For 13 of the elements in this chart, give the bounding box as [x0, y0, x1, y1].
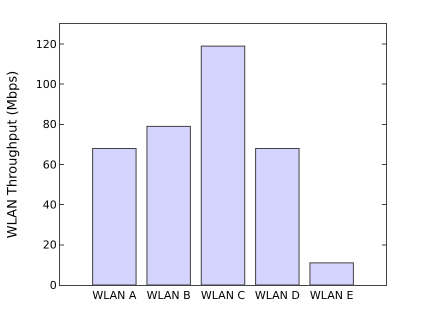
y-tick-label: 40 [42, 198, 57, 212]
y-tick-label: 60 [42, 158, 57, 172]
y-tick-label: 120 [36, 38, 57, 51]
y-tick-label: 20 [42, 238, 57, 252]
y-tick-label: 0 [50, 278, 57, 292]
y-tick-label: 80 [42, 118, 57, 132]
x-tick-label: WLAN E [310, 289, 354, 302]
y-axis-title: WLAN Throughput (Mbps) [6, 70, 21, 238]
y-tick-label: 100 [36, 78, 57, 92]
x-tick-label: WLAN C [200, 289, 246, 302]
x-tick-label: WLAN B [146, 289, 191, 302]
x-tick-label: WLAN A [92, 289, 137, 302]
x-tick-label: WLAN D [254, 289, 300, 302]
